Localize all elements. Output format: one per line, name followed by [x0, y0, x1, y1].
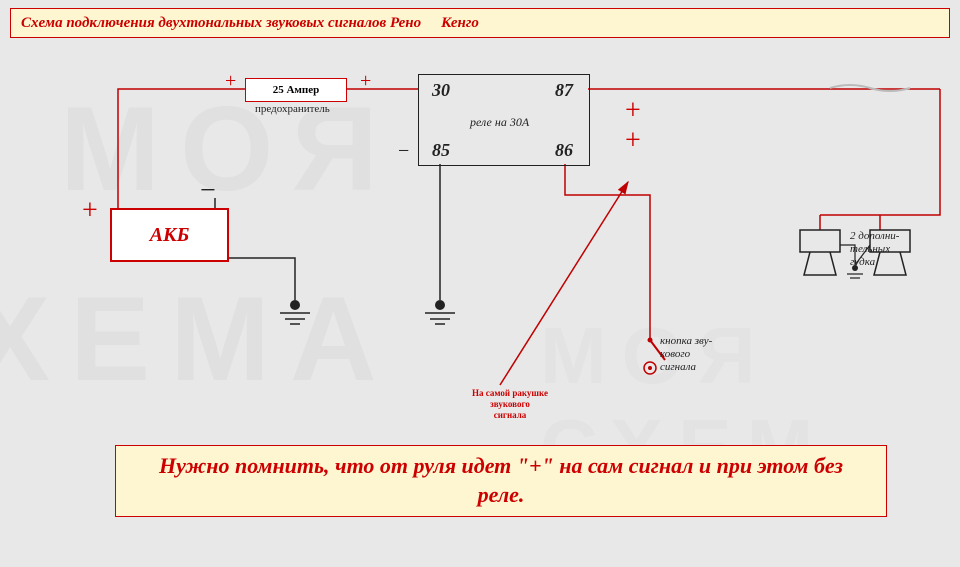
title-model: Кенго — [441, 15, 479, 32]
sign-relay87-plus2: + — [625, 125, 641, 157]
relay-pin-87: 87 — [555, 80, 573, 101]
annotation-horns: 2 дополни-тельныхгудка — [850, 230, 930, 270]
battery-box: АКБ — [110, 208, 229, 262]
title-main: Схема подключения двухтональных звуковых… — [21, 15, 421, 32]
relay-pin-30: 30 — [432, 80, 450, 101]
sign-fuse-plus-left: + — [225, 70, 236, 93]
watermark: МОЯ — [60, 80, 398, 218]
sign-fuse-plus-right: + — [360, 70, 371, 93]
sign-relay85-minus: − — [398, 140, 409, 163]
note-text: Нужно помнить, что от руля идет "+" на с… — [136, 452, 866, 509]
relay-pin-86: 86 — [555, 140, 573, 161]
battery-label: АКБ — [150, 224, 190, 247]
sign-battery-plus: + — [82, 195, 98, 227]
annotation-button: кнопка зву-ковогосигнала — [660, 335, 740, 375]
watermark: ХЕМА — [0, 270, 397, 408]
annotation-shell: На самой ракушкезвуковогосигнала — [460, 388, 560, 420]
relay-caption: реле на 30А — [470, 115, 529, 130]
fuse-label: 25 Ампер — [273, 84, 320, 96]
title-bar: Схема подключения двухтональных звуковых… — [10, 8, 950, 38]
fuse-box: 25 Ампер — [245, 78, 347, 102]
sign-relay87-plus1: + — [625, 95, 641, 127]
note-bar: Нужно помнить, что от руля идет "+" на с… — [115, 445, 887, 517]
fuse-caption: предохранитель — [255, 103, 330, 115]
sign-battery-minus: − — [200, 175, 216, 207]
relay-pin-85: 85 — [432, 140, 450, 161]
